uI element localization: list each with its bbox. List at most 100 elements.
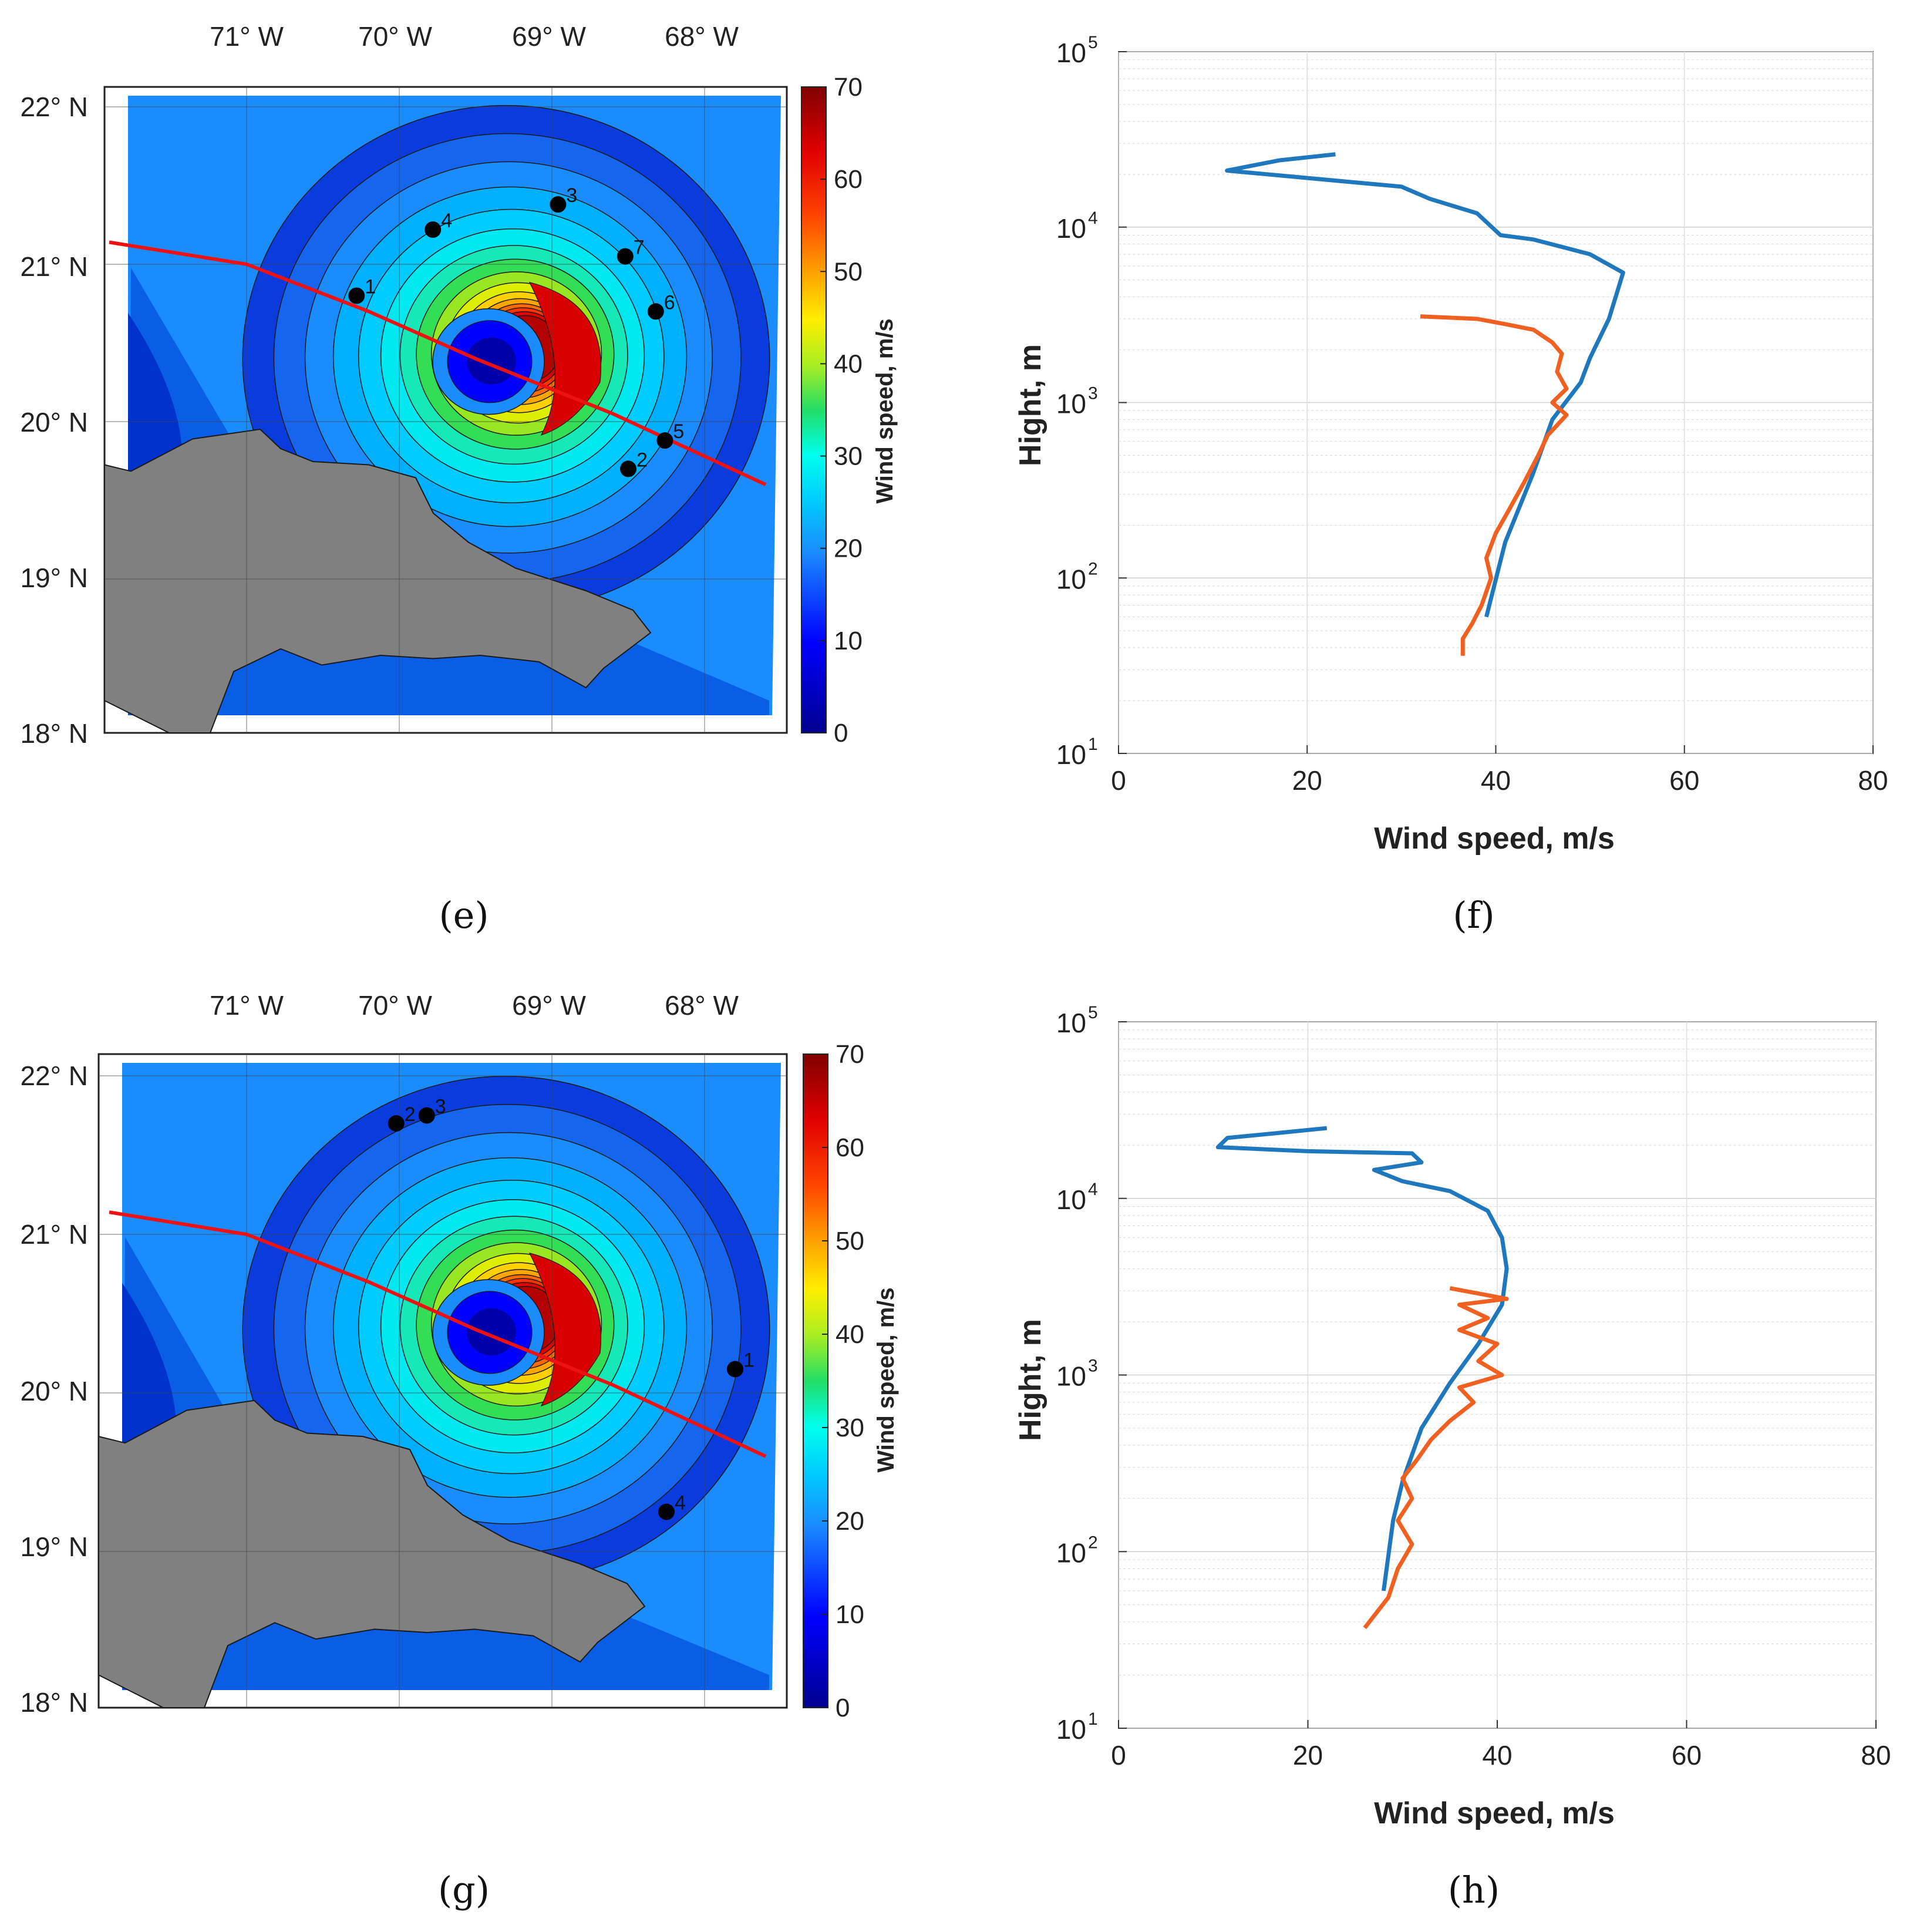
g-lat-tick-21: 21° N (20, 1219, 88, 1250)
e-colorbar-scale (801, 86, 827, 733)
y-tick-label: 10 (1056, 1184, 1086, 1215)
e-lat-tick-21: 21° N (20, 251, 88, 282)
colorbar-tick-label: 30 (834, 442, 863, 471)
dropsonde-point (418, 1107, 435, 1124)
e-lat-tick-19: 19° N (20, 563, 88, 593)
dropsonde-point (647, 303, 664, 320)
g-lon-tick-71: 71° W (210, 990, 284, 1021)
dropsonde-label: 4 (441, 210, 452, 232)
e-colorbar: 0 10 20 30 40 50 60 70 Wind speed, m/s (801, 73, 898, 748)
e-lon-tick-70: 70° W (358, 21, 432, 52)
storm-track-line (109, 240, 767, 486)
dropsonde-point (348, 287, 365, 304)
h-x-axis-label: Wind speed, m/s (1374, 1796, 1615, 1830)
e-lon-ticks: 71° W 70° W 69° W 68° W (210, 21, 739, 52)
colorbar-tick-label: 50 (836, 1227, 864, 1256)
colorbar-tick-label: 20 (834, 534, 863, 563)
colorbar-tick-label: 10 (836, 1600, 864, 1629)
x-tick-label: 80 (1861, 1740, 1891, 1771)
colorbar-tick-label: 30 (836, 1413, 864, 1442)
profile-series-model (1225, 152, 1625, 618)
land-hispaniola (104, 428, 652, 733)
colorbar-tick-label: 20 (836, 1507, 864, 1536)
g-colorbar: 0 10 20 30 40 50 60 70 Wind speed, m/s (803, 1040, 899, 1722)
eyewall-max-wind (528, 281, 602, 436)
g-lon-tick-70: 70° W (358, 990, 432, 1021)
y-tick-exponent: 4 (1088, 208, 1098, 228)
x-tick-label: 60 (1672, 1740, 1702, 1771)
e-wind-field: 1 2 3 4 5 6 7 (104, 87, 787, 733)
y-tick-exponent: 2 (1088, 1533, 1098, 1552)
y-tick-exponent: 1 (1088, 1709, 1098, 1729)
dropsonde-label: 7 (634, 237, 645, 259)
g-lon-ticks: 71° W 70° W 69° W 68° W (210, 990, 739, 1021)
dropsonde-label: 1 (743, 1349, 754, 1372)
g-colorbar-label: Wind speed, m/s (873, 1287, 899, 1472)
x-tick-label: 20 (1292, 765, 1322, 796)
panel-label-f: (f) (1453, 894, 1494, 937)
g-lat-tick-22: 22° N (20, 1061, 88, 1091)
eye-center (467, 337, 516, 385)
colorbar-tick-label: 60 (834, 165, 863, 194)
g-lat-tick-20: 20° N (20, 1376, 88, 1406)
e-lat-tick-20: 20° N (20, 407, 88, 437)
e-lon-tick-68: 68° W (665, 21, 739, 52)
dropsonde-point (550, 196, 567, 213)
dropsonde-point (388, 1115, 405, 1132)
x-tick-label: 40 (1481, 765, 1511, 796)
dropsonde-label: 5 (673, 420, 684, 443)
dropsonde-point (656, 432, 673, 449)
y-tick-exponent: 5 (1088, 33, 1098, 52)
profile-series-observed (1363, 1286, 1509, 1630)
dropsonde-point (658, 1503, 675, 1520)
coastal-calm-patch (128, 313, 183, 487)
y-tick-label: 10 (1056, 564, 1086, 594)
e-lat-tick-18: 18° N (20, 718, 88, 749)
e-lat-tick-22: 22° N (20, 92, 88, 122)
dropsonde-label: 3 (566, 184, 577, 207)
e-colorbar-label: Wind speed, m/s (872, 318, 898, 503)
dropsonde-label: 2 (636, 449, 648, 471)
f-x-axis-label: Wind speed, m/s (1374, 822, 1615, 856)
y-tick-label: 10 (1056, 739, 1086, 770)
x-tick-label: 60 (1669, 765, 1699, 796)
colorbar-tick-label: 70 (836, 1040, 864, 1069)
h-y-axis-label: Hight, m (1013, 1319, 1047, 1441)
dropsonde-label: 4 (675, 1492, 686, 1514)
g-wind-field: 1 2 3 4 (98, 1054, 787, 1708)
y-tick-label: 10 (1056, 1008, 1086, 1038)
coastal-calm-patch (122, 1283, 177, 1460)
colorbar-tick-label: 40 (834, 349, 863, 378)
dropsonde-point (620, 460, 636, 477)
f-y-axis-label: Hight, m (1013, 344, 1047, 466)
y-tick-label: 10 (1056, 1537, 1086, 1568)
profile-series-model (1215, 1126, 1509, 1591)
g-lat-tick-19: 19° N (20, 1532, 88, 1562)
colorbar-tick-label: 70 (834, 73, 863, 102)
dropsonde-point (617, 248, 634, 265)
dropsonde-point (727, 1361, 743, 1378)
y-tick-label: 10 (1056, 38, 1086, 68)
x-tick-label: 40 (1482, 1740, 1512, 1771)
panel-label-h: (h) (1448, 1869, 1500, 1911)
x-tick-label: 0 (1111, 1740, 1126, 1771)
g-lon-tick-68: 68° W (665, 990, 739, 1021)
x-tick-label: 0 (1111, 765, 1126, 796)
dropsonde-label: 3 (435, 1096, 446, 1118)
e-lat-ticks: 22° N 21° N 20° N 19° N 18° N (20, 92, 88, 749)
e-lon-tick-69: 69° W (512, 21, 586, 52)
storm-track-line (109, 1210, 767, 1458)
panel-e-map: 71° W 70° W 69° W 68° W 22° N 21° N 20° … (20, 21, 898, 937)
y-tick-exponent: 2 (1088, 559, 1098, 578)
g-lat-ticks: 22° N 21° N 20° N 19° N 18° N (20, 1061, 88, 1718)
dropsonde-point (425, 221, 442, 238)
eyewall-max-wind (528, 1253, 602, 1407)
colorbar-tick-label: 50 (834, 257, 863, 286)
profile-series-observed (1420, 314, 1569, 656)
y-tick-exponent: 5 (1088, 1003, 1098, 1022)
colorbar-tick-label: 10 (834, 627, 863, 655)
